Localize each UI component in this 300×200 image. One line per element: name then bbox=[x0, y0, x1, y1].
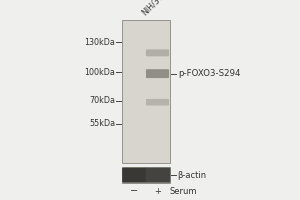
FancyBboxPatch shape bbox=[146, 168, 170, 182]
Bar bbox=[122, 167, 170, 183]
Bar bbox=[122, 20, 170, 163]
Text: Serum: Serum bbox=[170, 186, 197, 196]
Text: +: + bbox=[154, 186, 161, 196]
Text: −: − bbox=[130, 186, 139, 196]
Text: 55kDa: 55kDa bbox=[89, 119, 115, 128]
Text: 130kDa: 130kDa bbox=[84, 38, 115, 47]
Text: 70kDa: 70kDa bbox=[89, 96, 115, 105]
FancyBboxPatch shape bbox=[146, 69, 169, 78]
FancyBboxPatch shape bbox=[122, 168, 147, 182]
Text: 100kDa: 100kDa bbox=[84, 68, 115, 77]
Text: β-actin: β-actin bbox=[177, 170, 206, 180]
FancyBboxPatch shape bbox=[146, 99, 169, 106]
FancyBboxPatch shape bbox=[146, 49, 169, 56]
Text: p-FOXO3-S294: p-FOXO3-S294 bbox=[178, 69, 241, 78]
Text: NIH/3T3: NIH/3T3 bbox=[140, 0, 168, 17]
